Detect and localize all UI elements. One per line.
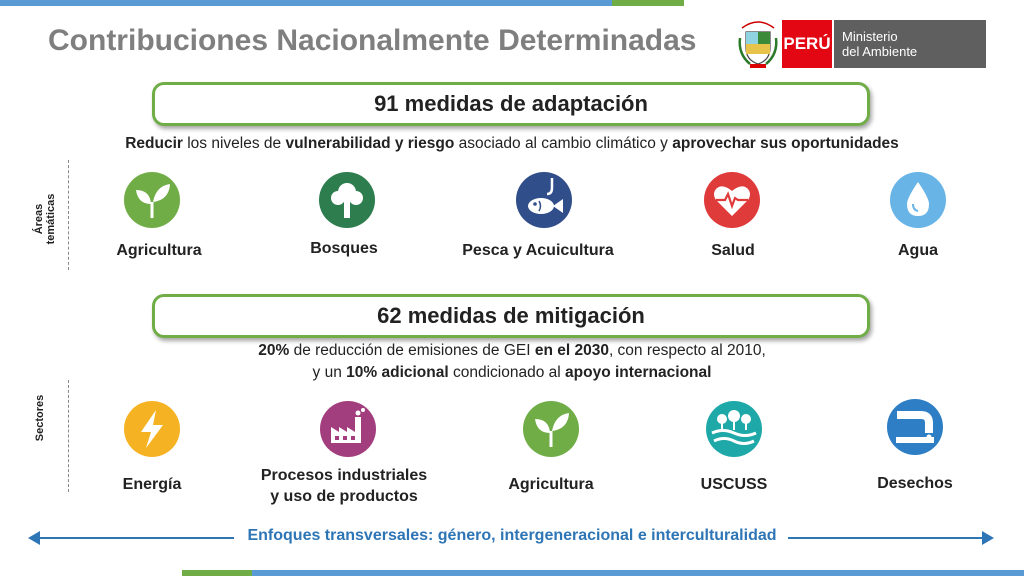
ministry-logo: PERÚ Ministerio del Ambiente (736, 18, 988, 70)
subtitle-text: asociado al cambio climático y (454, 135, 673, 152)
arrow-line-left (38, 537, 234, 539)
adaptation-label-agricultura: Agricultura (116, 242, 202, 259)
subtitle-bold: Reducir (125, 135, 183, 152)
subtitle-bold: aprovechar sus oportunidades (672, 135, 899, 152)
agricultura-sprout-icon-2 (523, 401, 579, 457)
adaptation-divider (68, 160, 69, 270)
desechos-waste-pipe-icon (887, 399, 943, 455)
bosques-tree-icon (319, 172, 375, 228)
subtitle-bold: vulnerabilidad y riesgo (285, 135, 455, 152)
adaptation-subtitle: Reducir los niveles de vulnerabilidad y … (0, 133, 1024, 155)
mitigation-heading: 62 medidas de mitigación (152, 294, 870, 338)
peru-wordmark: PERÚ (782, 20, 832, 68)
ministry-name: Ministerio del Ambiente (834, 20, 986, 68)
mitigation-label-desechos: Desechos (877, 475, 953, 492)
bottom-bar-green (182, 570, 252, 576)
salud-heart-pulse-icon (704, 172, 760, 228)
enfoques-transversales: Enfoques transversales: género, intergen… (247, 527, 777, 544)
subtitle-bold: en el 2030 (534, 342, 609, 359)
subtitle-text: , con respecto al 2010, (608, 342, 766, 359)
bottom-bar-blue (252, 570, 1024, 576)
subtitle-text: y un (312, 364, 347, 381)
coat-of-arms-icon (736, 18, 780, 70)
top-bar-blue (0, 0, 612, 6)
procesos-label-line2: y uso de productos (270, 488, 418, 505)
agua-water-drop-icon (890, 172, 946, 228)
subtitle-text: los niveles de (182, 135, 286, 152)
arrow-left-icon (28, 531, 40, 545)
mitigation-label-uscuss: USCUSS (700, 476, 768, 493)
adaptation-label-pesca: Pesca y Acuicultura (462, 242, 614, 259)
subtitle-text: condicionado al (448, 364, 566, 381)
adaptation-label-agua: Agua (898, 242, 938, 259)
procesos-factory-icon (320, 401, 376, 457)
mitigation-label-procesos: Procesos industriales y uso de productos (214, 465, 474, 507)
subtitle-bold: 10% adicional (346, 364, 449, 381)
side-label-line1: Áreas (33, 203, 45, 235)
procesos-label-line1: Procesos industriales (260, 467, 428, 484)
pesca-fish-hook-icon (516, 172, 572, 228)
agricultura-sprout-icon (124, 172, 180, 228)
mitigation-divider (68, 380, 69, 492)
subtitle-bold: 20% (258, 342, 290, 359)
enfoques-arrow (28, 526, 994, 550)
uscuss-landscape-icon (706, 401, 762, 457)
subtitle-bold: apoyo internacional (565, 364, 712, 381)
top-bar-green (612, 0, 684, 6)
mitigation-label-energia: Energía (122, 476, 182, 493)
page-title: Contribuciones Nacionalmente Determinada… (48, 24, 697, 57)
mitigation-subtitle-line1: 20% de reducción de emisiones de GEI en … (0, 340, 1024, 362)
adaptation-label-bosques: Bosques (310, 240, 378, 257)
adaptation-heading: 91 medidas de adaptación (152, 82, 870, 126)
arrow-line-right (788, 537, 984, 539)
arrow-right-icon (982, 531, 994, 545)
mitigation-label-agricultura: Agricultura (508, 476, 594, 493)
adaptation-label-salud: Salud (711, 242, 755, 259)
side-label-line2: temáticas (45, 193, 57, 245)
subtitle-text: de reducción de emisiones de GEI (289, 342, 535, 359)
ministry-name-line1: Ministerio (842, 29, 898, 44)
areas-tematicas-label: Áreas temáticas (33, 184, 59, 254)
sectores-label: Sectores (34, 394, 46, 442)
energia-lightning-icon (124, 401, 180, 457)
ministry-name-line2: del Ambiente (842, 44, 918, 59)
mitigation-subtitle-line2: y un 10% adicional condicionado al apoyo… (0, 362, 1024, 384)
